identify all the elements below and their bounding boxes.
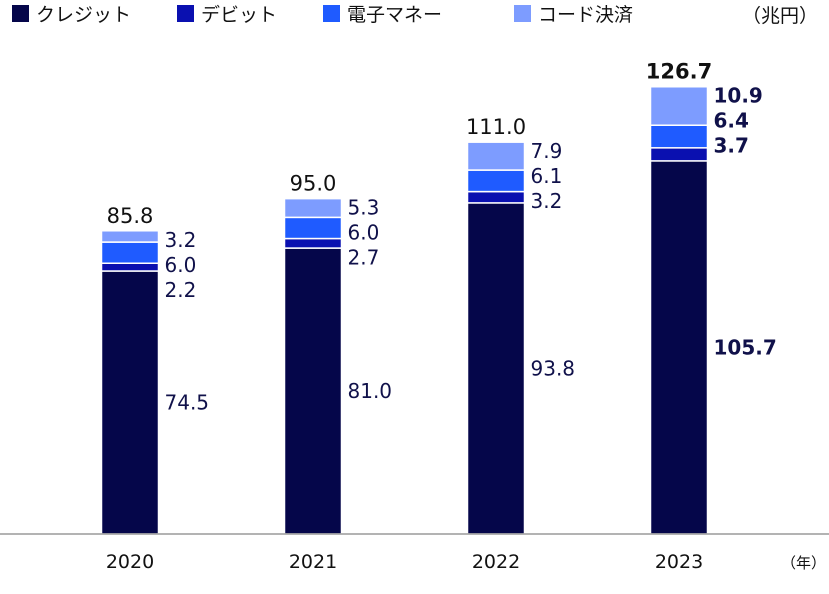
total-label-2023: 126.7 [646, 60, 712, 84]
bar-2021-0 [283, 247, 343, 535]
value-label-2021-3: 5.3 [348, 196, 380, 220]
bar-2023-0 [649, 160, 709, 535]
legend-swatch-2 [323, 5, 340, 22]
bar-2021-2 [283, 216, 343, 240]
value-label-2022-3: 7.9 [531, 139, 563, 163]
bar-2023-2 [649, 124, 709, 149]
value-label-2020-2: 6.0 [165, 253, 197, 277]
total-label-2021: 95.0 [290, 172, 337, 196]
total-label-2022: 111.0 [466, 115, 526, 139]
bar-2020-2 [100, 241, 160, 264]
value-label-2020-3: 3.2 [165, 228, 197, 252]
legend-label-1: デビット [201, 4, 277, 26]
legend-label-3: コード決済 [538, 4, 633, 26]
value-label-2020-1: 2.2 [165, 278, 197, 302]
bar-2022-0 [466, 202, 526, 535]
value-label-2022-1: 3.2 [531, 189, 563, 213]
x-tick-2023: 2023 [655, 551, 703, 573]
value-label-2023-1: 3.7 [714, 134, 749, 158]
total-label-2020: 85.8 [107, 204, 154, 228]
legend-swatch-1 [177, 5, 194, 22]
bar-2023-1 [649, 147, 709, 162]
legend-label-2: 電子マネー [347, 4, 442, 26]
x-tick-2022: 2022 [472, 551, 520, 573]
legend-label-0: クレジット [36, 4, 131, 26]
value-label-2022-2: 6.1 [531, 164, 563, 188]
value-label-2023-2: 6.4 [714, 109, 749, 133]
x-tick-labels: 2020 2021 2022 2023 [106, 551, 703, 573]
bar-2022-1 [466, 190, 526, 204]
value-label-2021-0: 81.0 [348, 379, 393, 403]
value-label-2021-2: 6.0 [348, 221, 380, 245]
value-label-2021-1: 2.7 [348, 246, 380, 270]
value-label-2022-0: 93.8 [531, 356, 576, 380]
bars-group: 74.52.26.03.285.881.02.76.05.395.093.83.… [100, 60, 777, 535]
x-tick-2021: 2021 [289, 551, 337, 573]
legend: クレジット デビット 電子マネー コード決済 [12, 4, 633, 26]
bar-2023-3 [649, 85, 709, 126]
bar-2020-0 [100, 270, 160, 535]
value-label-2023-0: 105.7 [714, 335, 777, 359]
value-label-2023-3: 10.9 [714, 84, 763, 108]
bar-2020-3 [100, 230, 160, 243]
bar-2020-1 [100, 262, 160, 272]
unit-label: （兆円） [742, 5, 818, 27]
bar-2022-2 [466, 169, 526, 193]
legend-swatch-0 [12, 5, 29, 22]
value-label-2020-0: 74.5 [165, 391, 210, 415]
bar-2022-3 [466, 141, 526, 171]
x-unit-label: （年） [781, 554, 826, 572]
x-tick-2020: 2020 [106, 551, 154, 573]
legend-swatch-3 [514, 5, 531, 22]
bar-2021-1 [283, 237, 343, 249]
bar-2021-3 [283, 197, 343, 219]
